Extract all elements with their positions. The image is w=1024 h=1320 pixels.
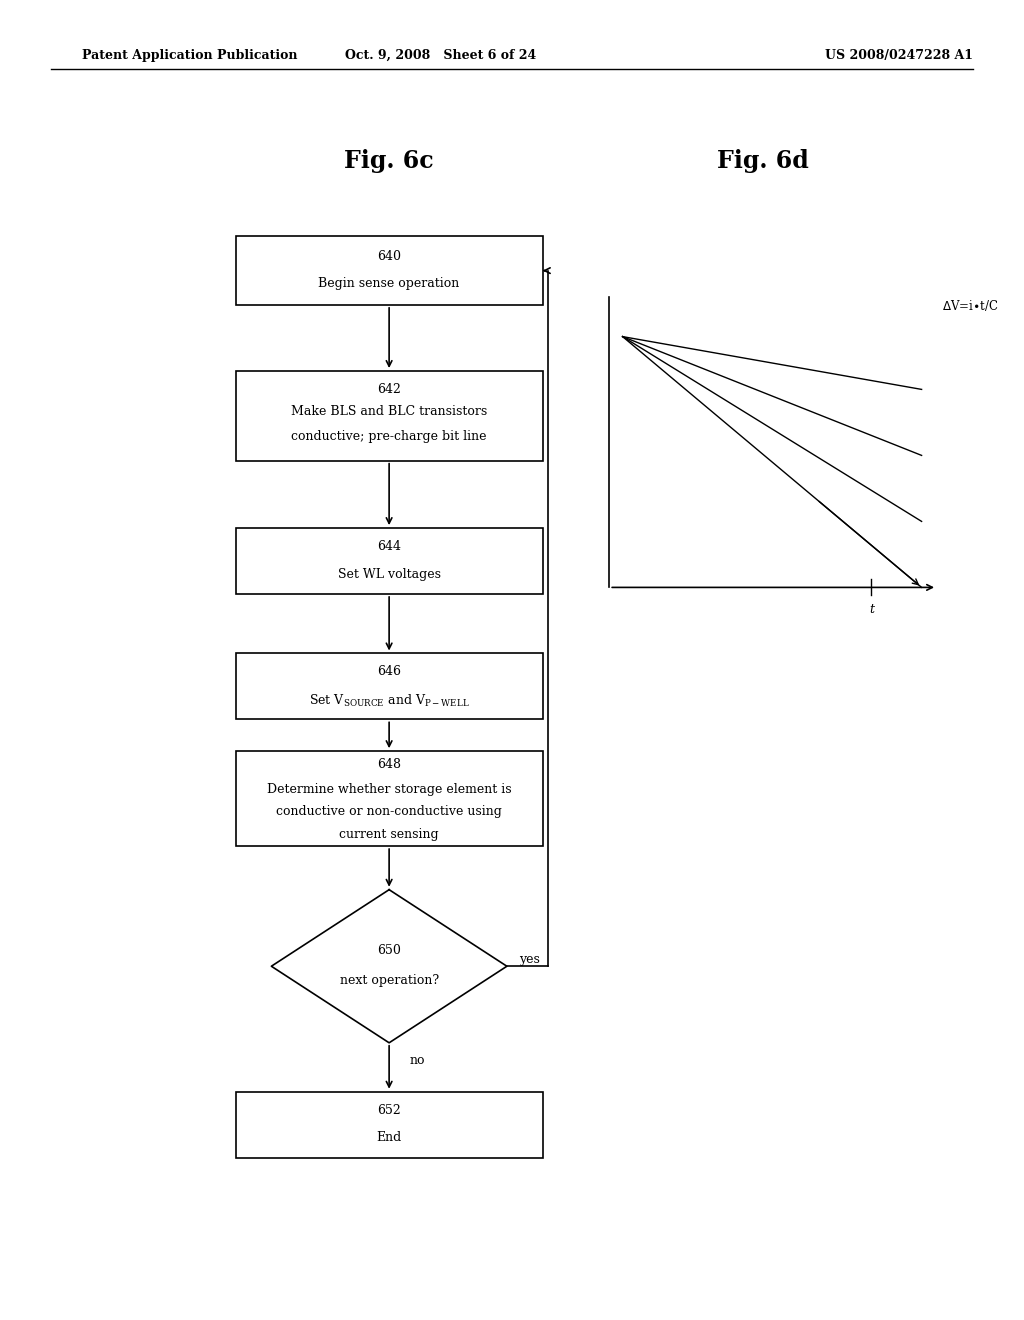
Text: t: t xyxy=(869,603,873,616)
Text: Oct. 9, 2008   Sheet 6 of 24: Oct. 9, 2008 Sheet 6 of 24 xyxy=(345,49,536,62)
Text: current sensing: current sensing xyxy=(339,828,439,841)
Bar xyxy=(236,751,543,846)
Text: Begin sense operation: Begin sense operation xyxy=(318,277,460,290)
Text: Fig. 6c: Fig. 6c xyxy=(344,149,434,173)
Text: next operation?: next operation? xyxy=(340,974,438,987)
Text: 652: 652 xyxy=(377,1104,401,1117)
Text: 650: 650 xyxy=(377,944,401,957)
Text: Determine whether storage element is: Determine whether storage element is xyxy=(267,783,511,796)
Bar xyxy=(236,236,543,305)
Bar xyxy=(236,653,543,719)
Text: conductive; pre-charge bit line: conductive; pre-charge bit line xyxy=(292,430,486,444)
Text: 640: 640 xyxy=(377,249,401,263)
Text: conductive or non-conductive using: conductive or non-conductive using xyxy=(276,805,502,818)
Text: End: End xyxy=(377,1131,401,1144)
Bar xyxy=(236,1092,543,1158)
Text: Patent Application Publication: Patent Application Publication xyxy=(82,49,297,62)
Text: 644: 644 xyxy=(377,540,401,553)
Text: 648: 648 xyxy=(377,758,401,771)
Text: Set V$_{\mathregular{SOURCE}}$ and V$_{\mathregular{P-WELL}}$: Set V$_{\mathregular{SOURCE}}$ and V$_{\… xyxy=(309,693,469,709)
Text: no: no xyxy=(410,1055,425,1067)
Text: Make BLS and BLC transistors: Make BLS and BLC transistors xyxy=(291,405,487,418)
Bar xyxy=(236,371,543,461)
Text: Set WL voltages: Set WL voltages xyxy=(338,568,440,581)
Text: Fig. 6d: Fig. 6d xyxy=(717,149,809,173)
Text: US 2008/0247228 A1: US 2008/0247228 A1 xyxy=(824,49,973,62)
Text: yes: yes xyxy=(519,953,540,966)
Text: $\Delta$V=i$\bullet$t/C: $\Delta$V=i$\bullet$t/C xyxy=(942,298,998,313)
Text: 646: 646 xyxy=(377,665,401,678)
Bar xyxy=(236,528,543,594)
Text: 642: 642 xyxy=(377,383,401,396)
